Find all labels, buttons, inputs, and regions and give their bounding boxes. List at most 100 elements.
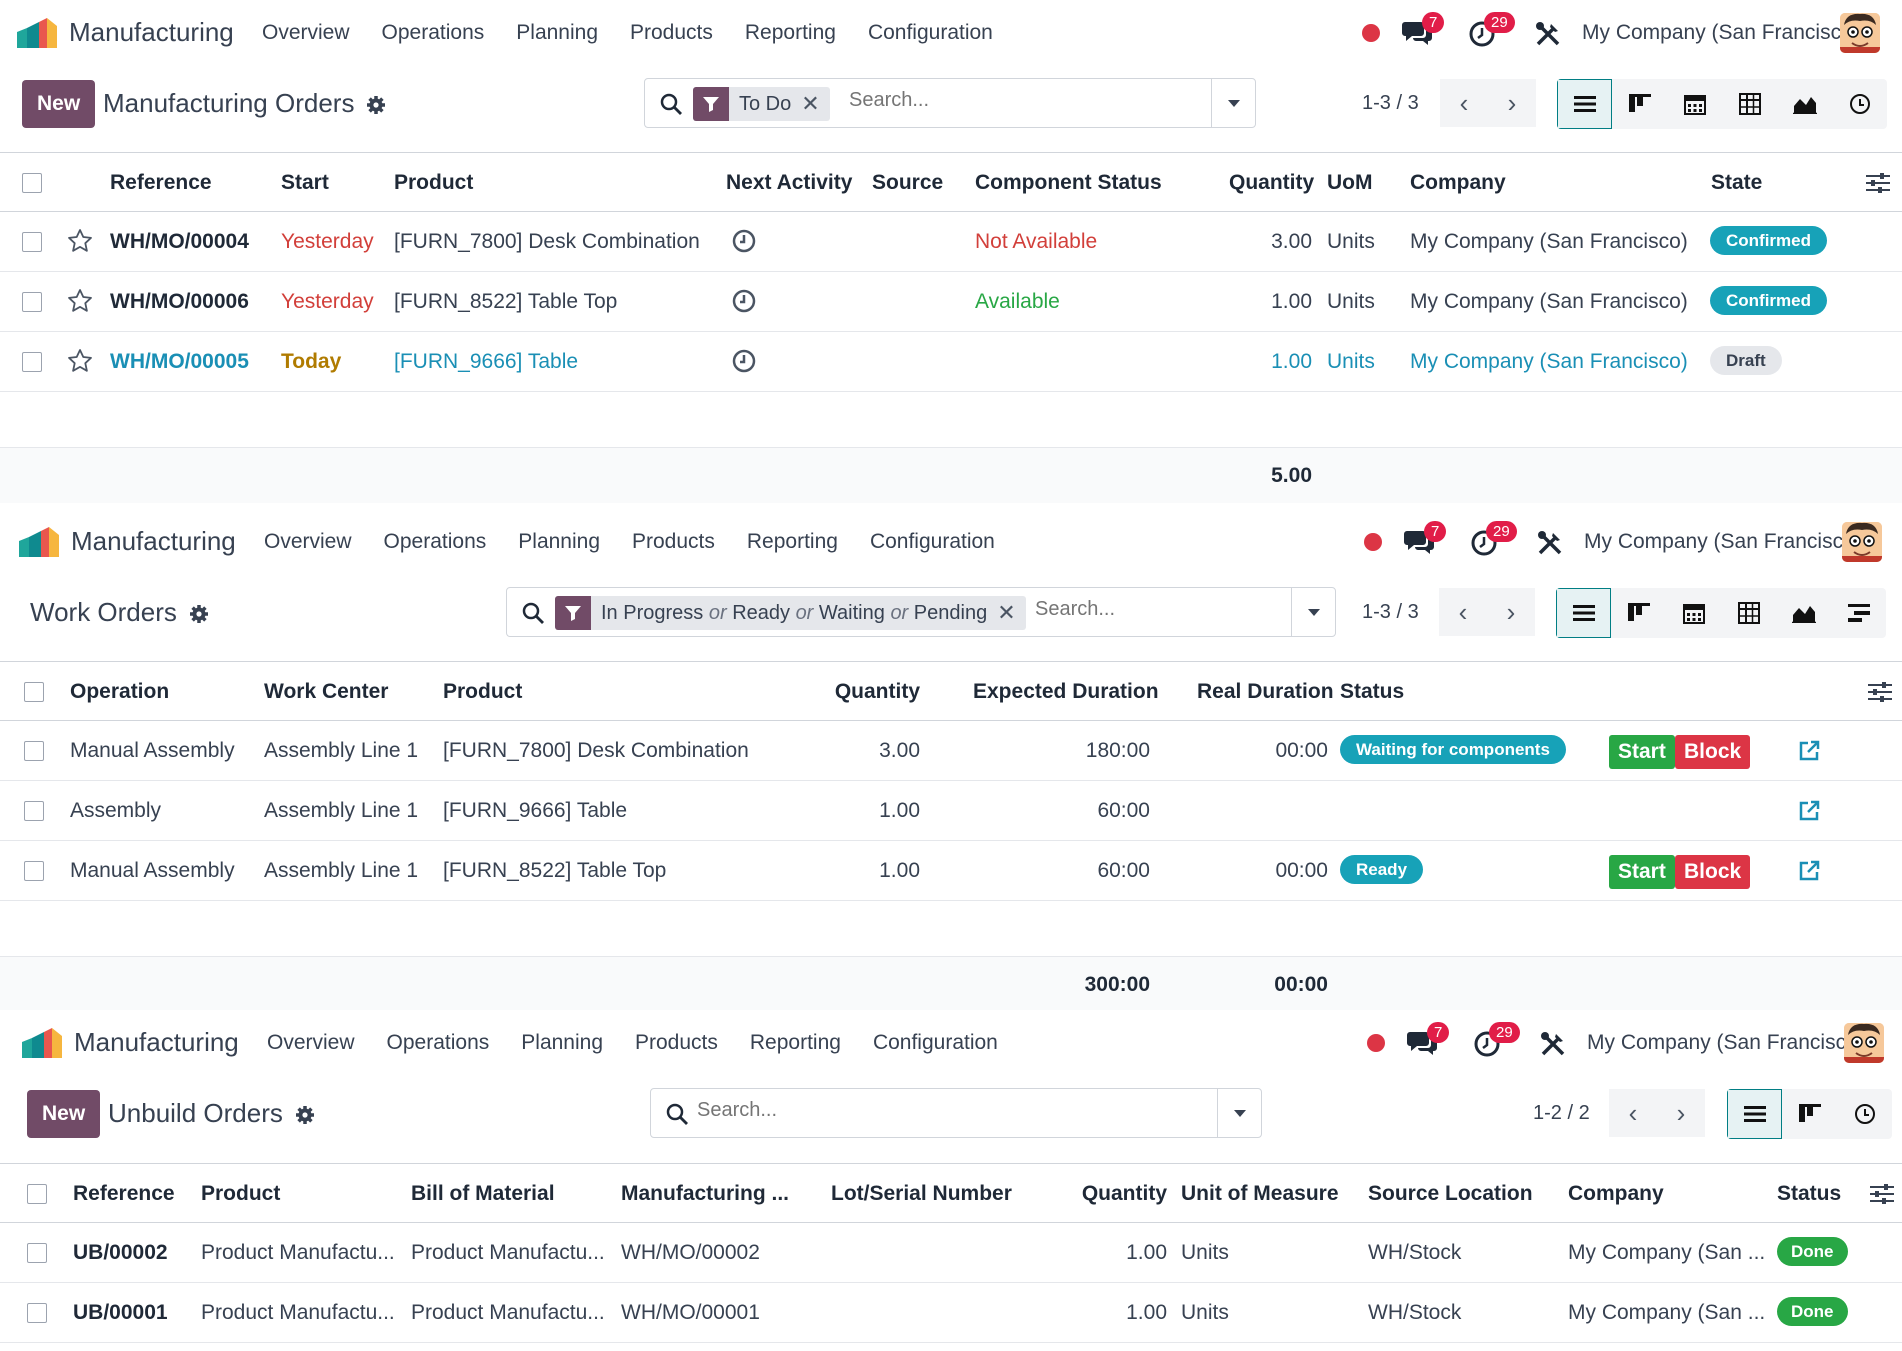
star-icon[interactable] <box>67 348 93 374</box>
select-all-checkbox[interactable] <box>27 1184 47 1204</box>
open-external-icon[interactable] <box>1797 739 1821 763</box>
menu-configuration[interactable]: Configuration <box>869 530 995 553</box>
col-real-duration[interactable]: Real Duration <box>1197 680 1334 703</box>
col-product[interactable]: Product <box>394 171 474 194</box>
pager-value[interactable]: 1-3 / 3 <box>1362 92 1419 114</box>
star-icon[interactable] <box>67 228 93 254</box>
col-reference[interactable]: Reference <box>110 171 212 194</box>
manufacturing-app-logo-icon[interactable] <box>19 527 59 557</box>
table-row[interactable]: UB/00002 Product Manufactu... Product Ma… <box>0 1223 1902 1283</box>
col-start[interactable]: Start <box>281 171 329 194</box>
table-row[interactable]: Assembly Assembly Line 1 [FURN_9666] Tab… <box>0 781 1902 841</box>
col-unit-of-measure[interactable]: Unit of Measure <box>1181 1182 1339 1205</box>
col-next-activity[interactable]: Next Activity <box>726 171 853 194</box>
menu-operations[interactable]: Operations <box>386 1031 490 1054</box>
col-lot-serial-number[interactable]: Lot/Serial Number <box>831 1182 1012 1205</box>
pivot-view-button[interactable] <box>1721 588 1776 638</box>
gear-icon[interactable] <box>366 95 386 115</box>
menu-products[interactable]: Products <box>635 1031 718 1054</box>
col-source-location[interactable]: Source Location <box>1368 1182 1533 1205</box>
search-input[interactable] <box>849 89 1149 112</box>
company-switcher[interactable]: My Company (San Francisco) <box>1587 1031 1865 1054</box>
row-checkbox[interactable] <box>27 1243 47 1263</box>
col-company[interactable]: Company <box>1568 1182 1664 1205</box>
debug-tools-icon[interactable] <box>1536 529 1564 557</box>
pager-next-button[interactable]: › <box>1487 588 1535 636</box>
col-bill-of-material[interactable]: Bill of Material <box>411 1182 555 1205</box>
table-row[interactable]: Manual Assembly Assembly Line 1 [FURN_85… <box>0 841 1902 901</box>
row-checkbox[interactable] <box>22 292 42 312</box>
menu-products[interactable]: Products <box>630 21 713 44</box>
new-button[interactable]: New <box>22 80 96 128</box>
activity-clock-icon[interactable] <box>731 228 757 254</box>
open-external-icon[interactable] <box>1797 859 1821 883</box>
search-options-toggle[interactable] <box>1211 79 1255 127</box>
menu-reporting[interactable]: Reporting <box>746 530 838 553</box>
row-checkbox[interactable] <box>22 352 42 372</box>
row-checkbox[interactable] <box>22 232 42 252</box>
app-name[interactable]: Manufacturing <box>69 17 234 47</box>
pager-value[interactable]: 1-2 / 2 <box>1533 1102 1590 1124</box>
pager-previous-button[interactable]: ‹ <box>1609 1089 1657 1137</box>
company-switcher[interactable]: My Company (San Francisco) <box>1584 530 1862 553</box>
debug-tools-icon[interactable] <box>1534 20 1562 48</box>
table-row[interactable]: WH/MO/00005 Today [FURN_9666] Table 1.00… <box>0 332 1902 392</box>
pager-next-button[interactable]: › <box>1488 79 1536 127</box>
col-company[interactable]: Company <box>1410 171 1506 194</box>
search-options-toggle[interactable] <box>1217 1089 1261 1137</box>
facet-remove-icon[interactable]: ✕ <box>801 91 820 116</box>
start-button[interactable]: Start <box>1609 735 1675 769</box>
pager-previous-button[interactable]: ‹ <box>1440 79 1488 127</box>
calendar-view-button[interactable] <box>1666 588 1721 638</box>
manufacturing-app-logo-icon[interactable] <box>22 1028 62 1058</box>
pager-previous-button[interactable]: ‹ <box>1439 588 1487 636</box>
manufacturing-app-logo-icon[interactable] <box>17 18 57 48</box>
col-product[interactable]: Product <box>201 1182 281 1205</box>
gear-icon[interactable] <box>189 604 209 624</box>
gear-icon[interactable] <box>295 1105 315 1125</box>
user-avatar[interactable] <box>1844 1023 1884 1063</box>
row-checkbox[interactable] <box>24 801 44 821</box>
graph-view-button[interactable] <box>1776 588 1831 638</box>
table-row[interactable]: Manual Assembly Assembly Line 1 [FURN_78… <box>0 721 1902 781</box>
col-product[interactable]: Product <box>443 680 523 703</box>
user-avatar[interactable] <box>1842 522 1882 562</box>
search-input[interactable] <box>1035 598 1255 621</box>
row-checkbox[interactable] <box>27 1303 47 1323</box>
select-all-checkbox[interactable] <box>24 682 44 702</box>
page-title[interactable]: Unbuild Orders <box>108 1098 283 1128</box>
kanban-view-button[interactable] <box>1611 588 1666 638</box>
recording-dot-icon[interactable] <box>1364 533 1382 551</box>
search-icon[interactable] <box>665 1102 689 1126</box>
col-reference[interactable]: Reference <box>73 1182 175 1205</box>
search-icon[interactable] <box>521 601 545 625</box>
row-checkbox[interactable] <box>24 861 44 881</box>
star-icon[interactable] <box>67 288 93 314</box>
select-all-checkbox[interactable] <box>22 173 42 193</box>
col-operation[interactable]: Operation <box>70 680 170 703</box>
kanban-view-button[interactable] <box>1612 79 1667 129</box>
col-status[interactable]: Status <box>1777 1182 1842 1205</box>
kanban-view-button[interactable] <box>1782 1089 1837 1139</box>
activity-clock-icon[interactable] <box>731 348 757 374</box>
menu-overview[interactable]: Overview <box>267 1031 355 1054</box>
col-expected-duration[interactable]: Expected Duration <box>973 680 1159 703</box>
col-status[interactable]: Status <box>1340 680 1405 703</box>
search-input[interactable] <box>697 1099 1147 1122</box>
menu-configuration[interactable]: Configuration <box>867 21 993 44</box>
activity-view-button[interactable] <box>1837 1089 1892 1139</box>
menu-planning[interactable]: Planning <box>516 21 598 44</box>
menu-operations[interactable]: Operations <box>383 530 487 553</box>
block-button[interactable]: Block <box>1675 735 1751 769</box>
page-title[interactable]: Manufacturing Orders <box>103 88 355 118</box>
optional-columns-icon[interactable] <box>1868 681 1892 703</box>
col-uom[interactable]: UoM <box>1327 171 1373 194</box>
menu-reporting[interactable]: Reporting <box>744 21 836 44</box>
facet-remove-icon[interactable]: ✕ <box>997 600 1016 625</box>
block-button[interactable]: Block <box>1675 855 1751 889</box>
activity-view-button[interactable] <box>1832 79 1887 129</box>
optional-columns-icon[interactable] <box>1870 1183 1894 1205</box>
col-manufacturing-order[interactable]: Manufacturing ... <box>621 1182 789 1205</box>
menu-products[interactable]: Products <box>632 530 715 553</box>
start-button[interactable]: Start <box>1609 855 1675 889</box>
